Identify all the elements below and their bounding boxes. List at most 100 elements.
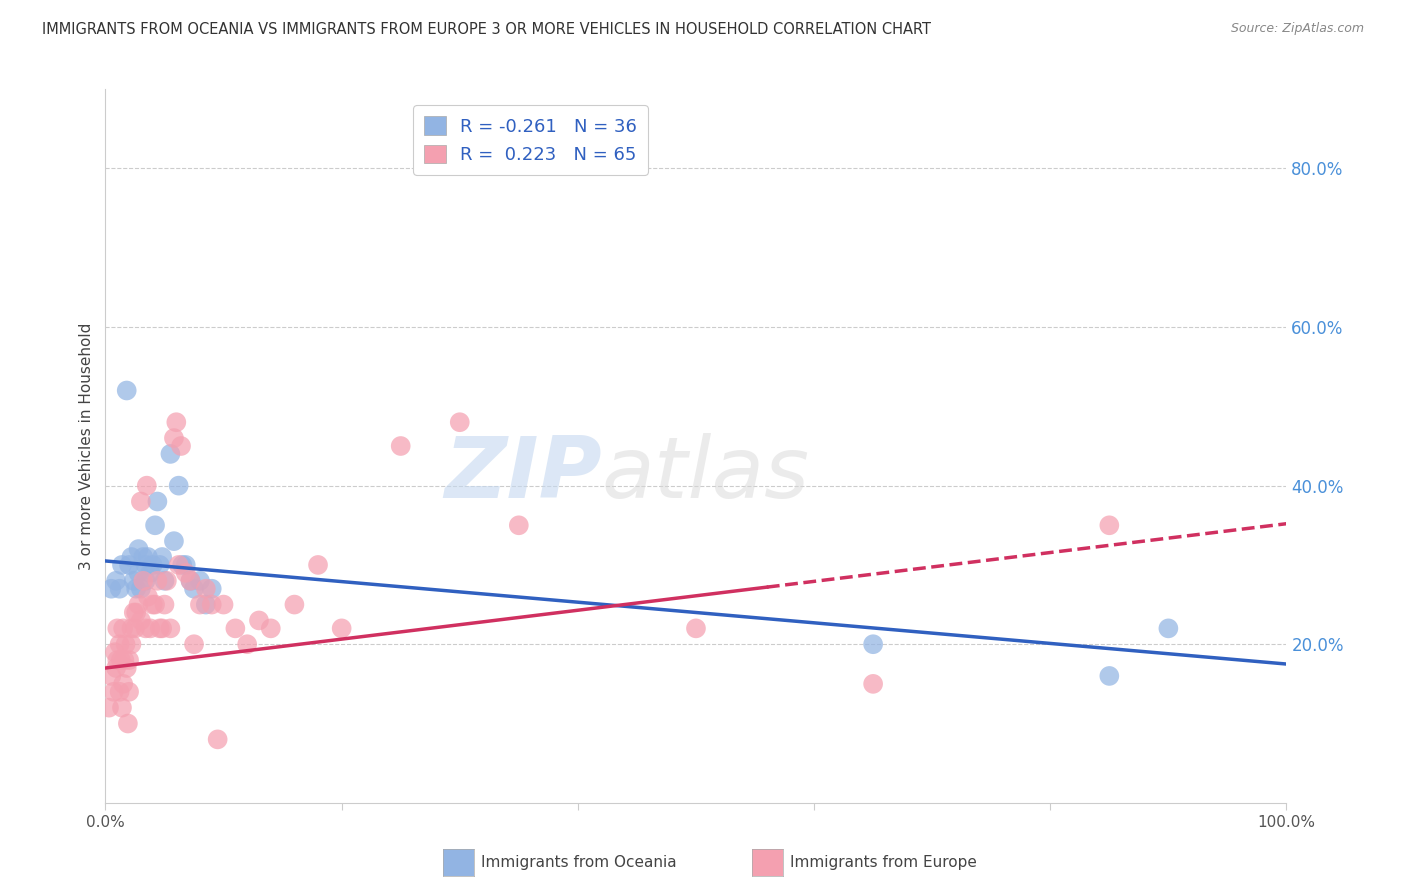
Point	[100, 582, 122, 596]
Point	[98, 700, 121, 714]
Y-axis label: 3 or more Vehicles in Household: 3 or more Vehicles in Household	[79, 322, 94, 570]
Point	[201, 582, 224, 596]
Point	[449, 415, 471, 429]
Point	[111, 700, 134, 714]
Point	[307, 558, 329, 572]
Point	[149, 621, 172, 635]
Point	[125, 582, 148, 596]
Point	[212, 598, 235, 612]
Point	[103, 685, 125, 699]
Point	[135, 558, 157, 572]
Point	[183, 637, 205, 651]
Point	[115, 661, 138, 675]
Point	[159, 621, 181, 635]
Point	[132, 549, 155, 564]
Point	[194, 598, 217, 612]
Point	[247, 614, 270, 628]
Point	[174, 566, 197, 580]
Point	[283, 598, 305, 612]
Point	[183, 582, 205, 596]
Point	[128, 542, 150, 557]
Point	[167, 558, 190, 572]
Point	[136, 590, 159, 604]
Point	[1098, 669, 1121, 683]
Point	[115, 384, 138, 398]
Point	[108, 685, 131, 699]
Point	[167, 478, 190, 492]
Point	[163, 534, 186, 549]
Point	[132, 574, 155, 588]
Point	[108, 637, 131, 651]
Point	[122, 574, 145, 588]
Point	[150, 621, 173, 635]
Point	[260, 621, 283, 635]
Point	[194, 582, 217, 596]
Point	[150, 549, 173, 564]
Point	[389, 439, 412, 453]
Text: Source: ZipAtlas.com: Source: ZipAtlas.com	[1230, 22, 1364, 36]
Point	[149, 558, 172, 572]
Point	[146, 574, 169, 588]
Point	[135, 574, 157, 588]
Point	[142, 558, 165, 572]
Point	[146, 494, 169, 508]
Point	[1098, 518, 1121, 533]
Point	[330, 621, 353, 635]
Text: atlas: atlas	[602, 433, 810, 516]
Point	[114, 637, 136, 651]
Point	[108, 582, 131, 596]
Point	[862, 677, 884, 691]
Point	[142, 598, 165, 612]
Point	[122, 606, 145, 620]
Point	[118, 653, 141, 667]
Point	[163, 431, 186, 445]
Point	[125, 606, 148, 620]
Point	[120, 621, 142, 635]
Point	[143, 518, 166, 533]
Point	[129, 614, 152, 628]
Point	[165, 415, 187, 429]
Point	[153, 574, 176, 588]
Point	[118, 685, 141, 699]
Point	[105, 653, 128, 667]
Point	[156, 574, 179, 588]
Point	[139, 566, 162, 580]
Point	[174, 558, 197, 572]
Point	[118, 558, 141, 572]
Point	[128, 566, 150, 580]
Point	[105, 661, 128, 675]
Point	[207, 732, 229, 747]
Point	[236, 637, 259, 651]
Point	[112, 653, 135, 667]
Point	[139, 621, 162, 635]
Text: IMMIGRANTS FROM OCEANIA VS IMMIGRANTS FROM EUROPE 3 OR MORE VEHICLES IN HOUSEHOL: IMMIGRANTS FROM OCEANIA VS IMMIGRANTS FR…	[42, 22, 931, 37]
Point	[112, 621, 135, 635]
Text: ZIP: ZIP	[444, 433, 602, 516]
Text: Immigrants from Oceania: Immigrants from Oceania	[481, 855, 676, 870]
Point	[112, 677, 135, 691]
Point	[179, 574, 201, 588]
Point	[117, 716, 139, 731]
Point	[685, 621, 707, 635]
Point	[188, 574, 211, 588]
Point	[143, 598, 166, 612]
Point	[188, 598, 211, 612]
Point	[110, 653, 132, 667]
Point	[135, 621, 157, 635]
Point	[124, 621, 146, 635]
Point	[120, 637, 142, 651]
Point	[1157, 621, 1180, 635]
Point	[100, 669, 122, 683]
Point	[128, 598, 150, 612]
Point	[136, 549, 159, 564]
Point	[129, 494, 152, 508]
Point	[508, 518, 530, 533]
Text: Immigrants from Europe: Immigrants from Europe	[790, 855, 977, 870]
Point	[159, 447, 181, 461]
Point	[104, 645, 127, 659]
Legend: R = -0.261   N = 36, R =  0.223   N = 65: R = -0.261 N = 36, R = 0.223 N = 65	[413, 105, 648, 175]
Point	[179, 574, 201, 588]
Point	[105, 621, 128, 635]
Point	[111, 558, 134, 572]
Point	[224, 621, 246, 635]
